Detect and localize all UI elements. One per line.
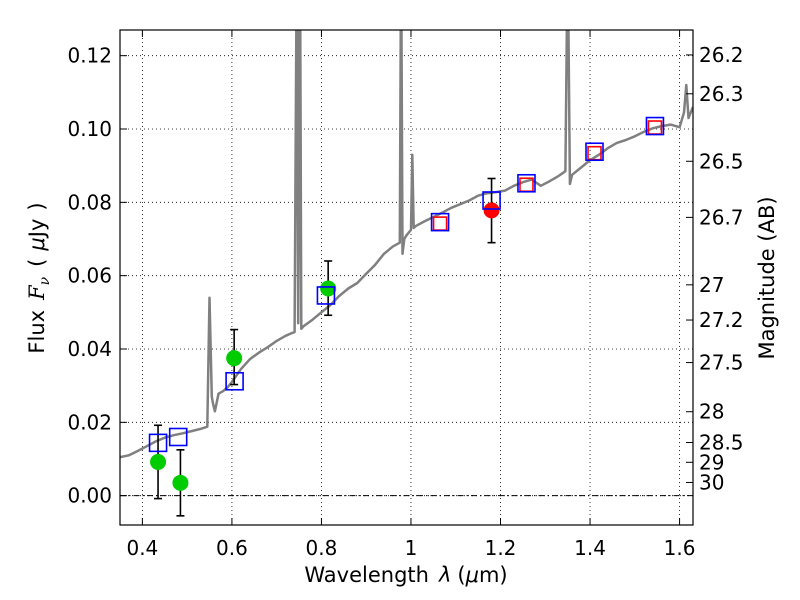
data-point [226,350,243,367]
data-point [172,474,189,491]
y-tick-label: 0.02 [67,410,112,434]
magnitude-axis-label: Magnitude (AB) [755,196,779,359]
plot-area [120,30,693,517]
x-tick-labels: 0.4 0.6 0.8 1 1.2 1.4 1.6 [126,536,695,560]
grid-lines [120,30,693,525]
x-tick-label: 0.4 [126,536,158,560]
magnitude-tick-label: 29 [699,450,724,474]
x-tick-label: 1.2 [485,536,517,560]
red-photometry-points [483,202,500,219]
magnitude-tick-label: 27.5 [699,351,744,375]
model-square [517,173,536,193]
x-tick-label: 1.6 [664,536,696,560]
magnitude-tick-label: 27.2 [699,308,744,332]
x-axis-label: Wavelength λ (μm) [304,563,507,587]
model-square [585,142,604,162]
magnitude-tick-label: 26.5 [699,149,744,173]
magnitude-tick-label: 28.5 [699,431,744,455]
blue-model-squares [148,116,665,453]
data-point [150,453,167,470]
y-tick-label: 0.00 [67,484,112,508]
magnitude-tick-label: 28 [699,400,724,424]
y-tick-labels: 0.00 0.02 0.04 0.06 0.08 0.10 0.12 [67,44,112,508]
error-bars [154,177,496,517]
green-photometry-points [150,280,337,491]
model-square [168,427,188,447]
y-tick-label: 0.12 [67,44,112,68]
magnitude-tick-label: 26.3 [699,82,744,106]
data-point [483,202,500,219]
y-tick-label: 0.06 [67,264,112,288]
model-square [432,216,448,231]
x-tick-label: 0.6 [216,536,248,560]
model-square [225,371,244,391]
model-square [645,116,665,136]
model-square [148,433,168,453]
y-axis-label: FluxFν(μJy) [25,202,53,353]
y-tick-label: 0.10 [67,117,112,141]
plot-frame [119,29,694,526]
model-spectrum-line [120,30,693,459]
red-model-squares [432,120,663,231]
y-tick-label: 0.04 [67,337,112,361]
model-square [430,212,450,232]
magnitude-tick-label: 27 [699,273,724,297]
axis-ticks [120,30,693,525]
magnitude-tick-label: 30 [699,470,724,494]
x-tick-label: 0.8 [306,536,338,560]
x-tick-label: 1 [405,536,418,560]
x-tick-label: 1.4 [574,536,606,560]
y-tick-label: 0.08 [67,190,112,214]
model-square [316,286,336,305]
magnitude-tick-label: 26.2 [699,43,744,67]
model-square [482,191,501,210]
data-point [320,280,337,297]
magnitude-tick-label: 26.7 [699,205,744,229]
